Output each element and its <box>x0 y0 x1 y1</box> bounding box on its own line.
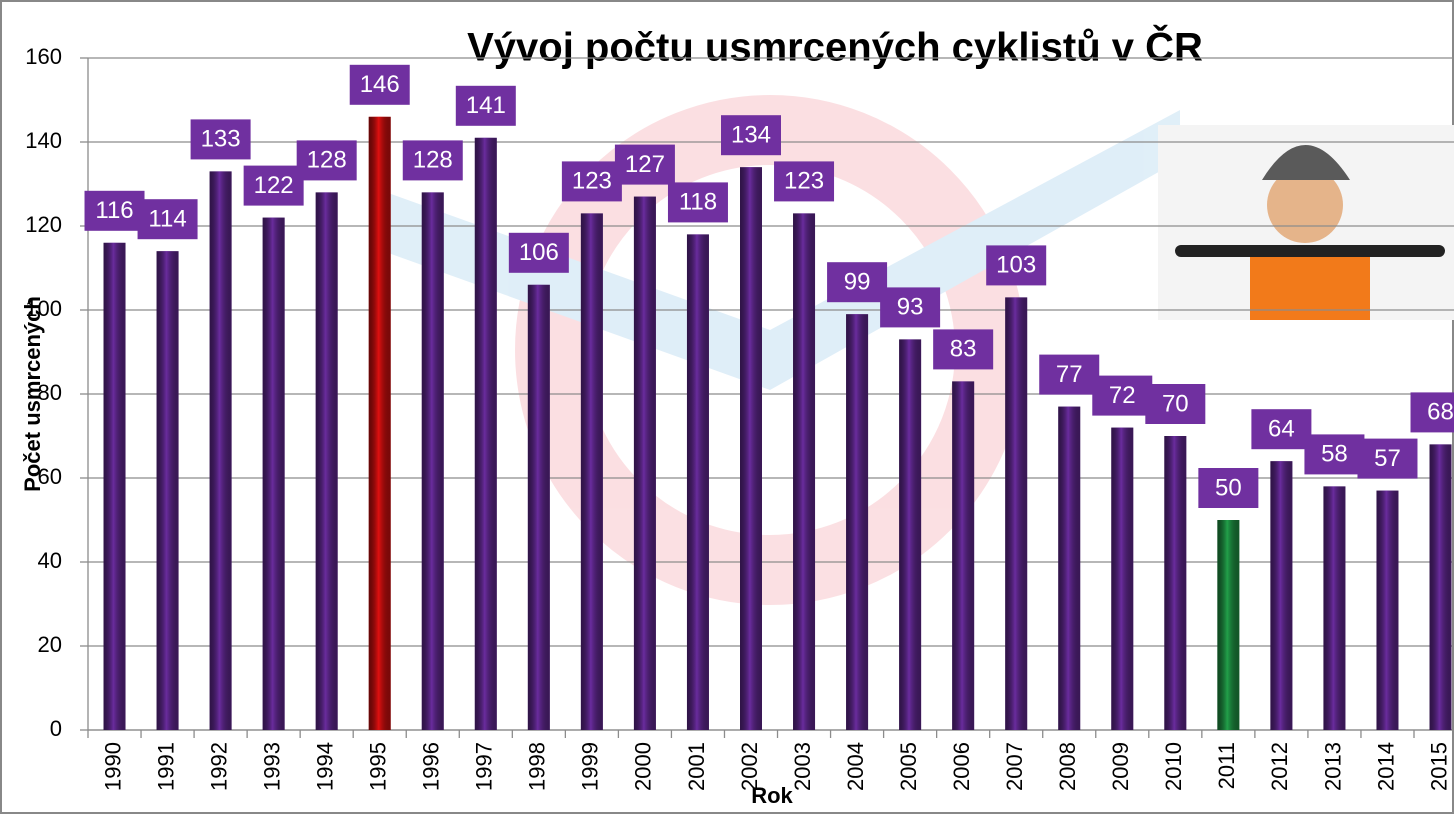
value-label: 141 <box>466 92 506 119</box>
bar-shade <box>157 251 179 730</box>
y-tick-label: 80 <box>38 380 62 405</box>
bar-shade <box>634 197 656 730</box>
value-label: 57 <box>1374 445 1401 472</box>
x-tick-label: 2000 <box>631 742 656 791</box>
value-label: 123 <box>572 168 612 195</box>
x-tick-label: 1992 <box>206 742 231 791</box>
x-tick-label: 2008 <box>1055 742 1080 791</box>
y-tick-label: 60 <box>38 464 62 489</box>
y-tick-label: 140 <box>25 128 62 153</box>
bar-shade <box>1058 407 1080 730</box>
value-label: 93 <box>897 294 924 321</box>
value-label: 116 <box>95 197 133 224</box>
value-label: 70 <box>1162 390 1189 417</box>
value-label: 99 <box>844 269 871 296</box>
y-tick-label: 160 <box>25 44 62 69</box>
x-tick-label: 2014 <box>1373 742 1398 791</box>
bar-shade <box>1430 444 1452 730</box>
x-tick-label: 2006 <box>949 742 974 791</box>
bar-shade <box>1005 297 1027 730</box>
x-tick-label: 2004 <box>843 742 868 791</box>
x-tick-label: 1994 <box>312 742 337 791</box>
bar-shade <box>528 285 550 730</box>
x-tick-label: 2009 <box>1108 742 1133 791</box>
x-tick-label: 1995 <box>366 742 391 791</box>
x-tick-label: 1996 <box>419 742 444 791</box>
value-label: 127 <box>625 151 665 178</box>
x-tick-label: 1998 <box>525 742 550 791</box>
value-label: 50 <box>1215 474 1242 501</box>
value-label: 133 <box>201 126 241 153</box>
chart-title: Vývoj počtu usmrcených cyklistů v ČR <box>467 24 1203 70</box>
bar-shade <box>846 314 868 730</box>
bar-shade <box>210 171 232 730</box>
x-tick-label: 2013 <box>1320 742 1345 791</box>
bar-shade <box>740 167 762 730</box>
value-label: 146 <box>360 71 400 98</box>
bar-shade <box>422 192 444 730</box>
x-tick-label: 2011 <box>1214 742 1239 789</box>
bar-shade <box>1270 461 1292 730</box>
value-label: 123 <box>784 168 824 195</box>
bar-shade <box>369 117 391 730</box>
bar-shade <box>1323 486 1345 730</box>
y-tick-label: 0 <box>50 716 62 741</box>
value-label: 128 <box>413 147 453 174</box>
x-tick-label: 1993 <box>259 742 284 791</box>
bar-shade <box>687 234 709 730</box>
value-label: 64 <box>1268 416 1295 443</box>
y-tick-label: 100 <box>25 296 62 321</box>
bar-shade <box>899 339 921 730</box>
x-tick-label: 1991 <box>153 742 178 791</box>
value-label: 58 <box>1321 441 1348 468</box>
bar-shade <box>475 138 497 730</box>
x-axis-label: Rok <box>751 783 793 808</box>
value-label: 83 <box>950 336 977 363</box>
bar-shade <box>1217 520 1239 730</box>
value-label: 72 <box>1109 382 1136 409</box>
value-label: 106 <box>519 239 559 266</box>
bar-shade <box>1376 491 1398 730</box>
value-label: 103 <box>996 252 1036 279</box>
bar-shade <box>316 192 338 730</box>
value-label: 68 <box>1427 399 1454 426</box>
x-tick-label: 2012 <box>1267 742 1292 791</box>
value-label: 114 <box>148 206 186 233</box>
value-label: 77 <box>1056 361 1083 388</box>
x-tick-label: 2007 <box>1002 742 1027 791</box>
bar-shade <box>952 381 974 730</box>
chart: Vývoj počtu usmrcených cyklistů v ČR Poč… <box>0 0 1454 814</box>
y-tick-label: 120 <box>25 212 62 237</box>
x-tick-label: 1997 <box>472 742 497 791</box>
x-tick-label: 1990 <box>100 742 125 791</box>
value-label: 134 <box>731 122 771 149</box>
bar-shade <box>581 213 603 730</box>
value-label: 122 <box>254 172 294 199</box>
x-tick-label: 2010 <box>1161 742 1186 791</box>
x-tick-label: 2015 <box>1426 742 1451 791</box>
x-tick-label: 1999 <box>578 742 603 791</box>
x-tick-label: 2003 <box>790 742 815 791</box>
x-tick-label: 2005 <box>896 742 921 791</box>
value-label: 118 <box>679 189 717 216</box>
y-tick-label: 20 <box>38 632 62 657</box>
y-tick-label: 40 <box>38 548 62 573</box>
bar-shade <box>263 218 285 730</box>
bar-shade <box>793 213 815 730</box>
x-tick-label: 2001 <box>684 742 709 791</box>
photo <box>1158 125 1454 320</box>
value-label: 128 <box>307 147 347 174</box>
bar-shade <box>104 243 126 730</box>
bar-shade <box>1111 428 1133 730</box>
bar-shade <box>1164 436 1186 730</box>
